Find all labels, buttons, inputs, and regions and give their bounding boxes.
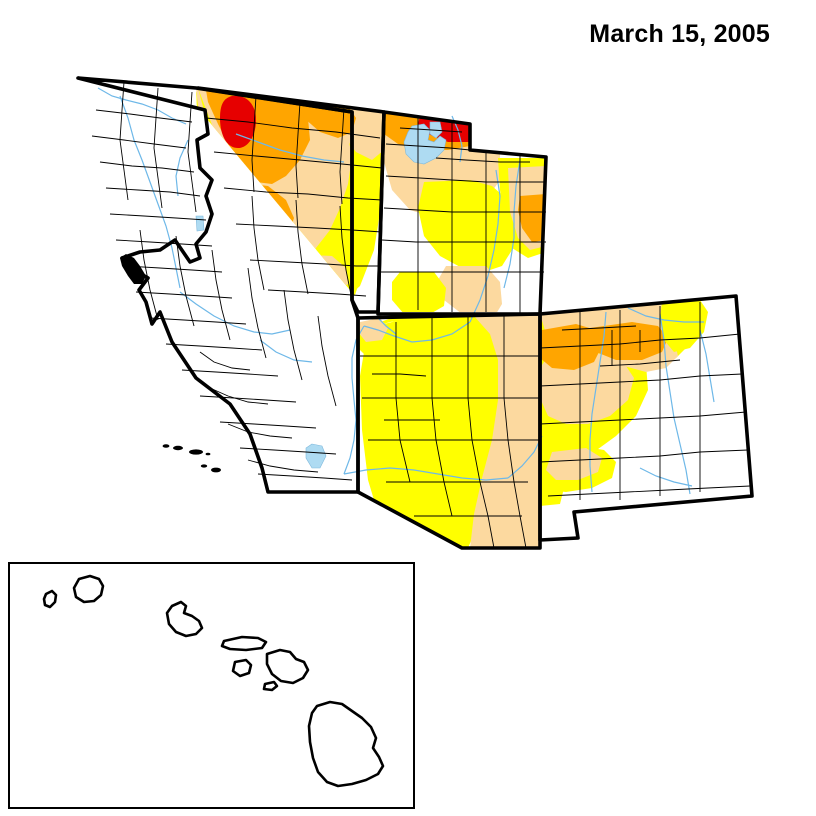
island-santa-catalina xyxy=(211,467,221,473)
state-border-arizona xyxy=(356,312,542,550)
drought-d2-newmexico-northwest xyxy=(540,324,602,370)
drought-d1-newmexico-south xyxy=(546,448,602,480)
drought-d3-nevada-core xyxy=(220,95,256,148)
river-little-colorado xyxy=(507,435,543,479)
island-oahu xyxy=(165,600,204,638)
island-san-clemente xyxy=(200,464,208,468)
salton-sea xyxy=(305,443,327,469)
island-santa-cruz xyxy=(189,449,203,455)
river-nm-southeast xyxy=(639,467,693,487)
river-canadian xyxy=(627,307,704,323)
drought-d2-utah-east-patch xyxy=(518,194,546,242)
island-san-miguel xyxy=(162,444,170,448)
county-lines-california xyxy=(91,81,353,481)
island-kahoolawe xyxy=(262,680,279,692)
drought-d0-utah-southwest xyxy=(392,272,446,312)
island-hawaii xyxy=(307,700,385,788)
island-lanai xyxy=(231,658,253,678)
river-sacramento xyxy=(119,95,181,289)
river-virgin xyxy=(375,315,397,335)
island-niihau xyxy=(42,589,58,609)
river-kern xyxy=(259,339,313,363)
county-lines-utah xyxy=(380,116,546,313)
river-gila xyxy=(343,467,509,481)
river-colorado-grand xyxy=(363,321,471,343)
san-francisco-bay xyxy=(120,254,146,284)
rivers xyxy=(97,87,715,495)
river-pecos xyxy=(659,313,691,495)
state-border-newmexico xyxy=(538,294,754,542)
river-colorado-lower xyxy=(343,325,365,475)
page-title: March 15, 2005 xyxy=(589,20,770,48)
drought-d1-arizona-northwest-edge xyxy=(358,318,388,342)
river-san-joaquin xyxy=(179,291,291,335)
river-pit xyxy=(97,87,187,125)
drought-d1-newmexico-center xyxy=(540,352,634,424)
county-lines-arizona xyxy=(360,314,540,549)
drought-d0-utah-central xyxy=(418,180,514,272)
island-molokai xyxy=(220,635,268,652)
great-salt-lake xyxy=(403,123,447,165)
county-lines-newmexico xyxy=(539,302,751,500)
island-maui xyxy=(265,648,310,685)
river-colorado-upper xyxy=(469,169,501,323)
island-anacapa xyxy=(205,452,211,456)
river-rio-grande-upper xyxy=(589,311,607,493)
island-kauai xyxy=(72,574,105,604)
state-border-utah xyxy=(376,110,548,316)
island-santa-rosa xyxy=(173,445,183,451)
california-coastal-detail xyxy=(120,254,221,473)
hawaii-islands xyxy=(42,574,385,788)
river-humboldt xyxy=(235,133,345,163)
drought-d1-arizona-east-wide xyxy=(496,314,540,548)
river-nm-east xyxy=(699,329,715,403)
county-boundaries xyxy=(91,81,751,549)
river-feather xyxy=(175,139,189,197)
